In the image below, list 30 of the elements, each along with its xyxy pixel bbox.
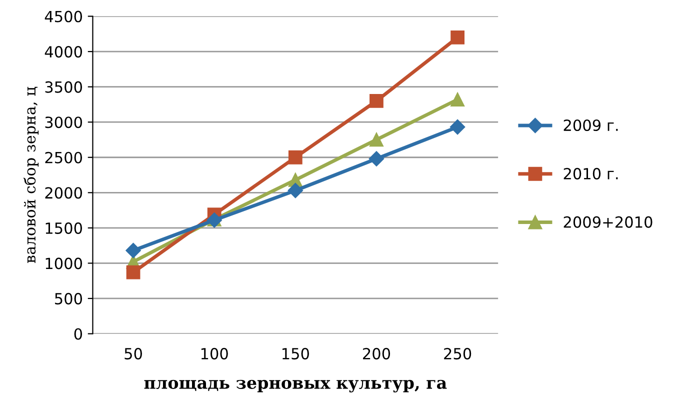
x-axis-title: площадь зерновых культур, га [144,380,447,392]
y-tick-label: 500 [55,292,82,304]
point [450,92,464,106]
y-tick-label: 2000 [45,187,82,199]
x-tick-label: 50 [124,348,142,360]
y-tick-label: 3500 [45,81,82,93]
y-tick-label: 2500 [45,152,82,164]
y-tick-label: 1500 [46,222,82,234]
point [288,182,303,198]
point [126,242,141,258]
x-tick-label: 200 [363,348,390,360]
legend-label: 2009 г. [564,119,618,132]
y-tick-label: 4500 [44,10,82,22]
x-tick-label: 100 [201,348,228,360]
y-tick-label: 3000 [45,116,82,128]
x-tick-label: 250 [444,348,472,360]
y-tick-label: 0 [74,328,82,340]
point [288,150,302,164]
legend-label: 2010 г. [564,168,618,180]
point [368,151,384,166]
y-tick-label: 1000 [46,258,82,270]
point [126,265,140,280]
point [370,132,384,147]
point [450,30,464,44]
point [370,94,384,108]
y-axis-title: валовой сбор зерна, ц [24,86,39,263]
x-tick-label: 150 [282,348,309,360]
point [450,119,466,135]
y-tick-label: 4000 [44,46,82,58]
legend-label: 2009+2010 [564,216,652,228]
